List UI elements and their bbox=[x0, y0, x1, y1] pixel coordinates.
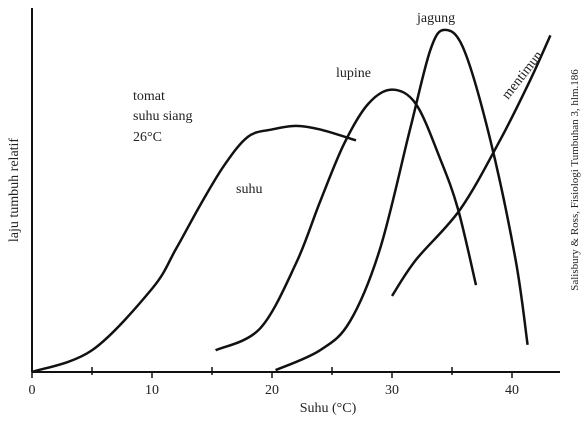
series-label: jagung bbox=[416, 11, 455, 26]
annotation: suhu bbox=[236, 182, 262, 197]
x-tick-label: 10 bbox=[145, 383, 159, 398]
series-label: tomat bbox=[133, 89, 165, 104]
curve bbox=[390, 34, 552, 297]
x-tick-label: 30 bbox=[385, 383, 399, 398]
series-label: lupine bbox=[336, 66, 371, 81]
annotation: 26°C bbox=[133, 130, 162, 145]
curve bbox=[31, 124, 357, 374]
x-tick-label: 20 bbox=[265, 383, 279, 398]
x-axis-label: Suhu (°C) bbox=[300, 401, 357, 416]
y-axis-label: laju tumbuh relatif bbox=[7, 138, 22, 243]
x-tick-label: 0 bbox=[29, 383, 36, 398]
source: Salisbury & Ross, Fisiologi Tumbuhan 3, … bbox=[569, 69, 581, 291]
x-tick-label: 40 bbox=[505, 383, 519, 398]
annotation: suhu siang bbox=[133, 109, 193, 124]
curve bbox=[215, 88, 478, 352]
curve bbox=[275, 28, 529, 372]
